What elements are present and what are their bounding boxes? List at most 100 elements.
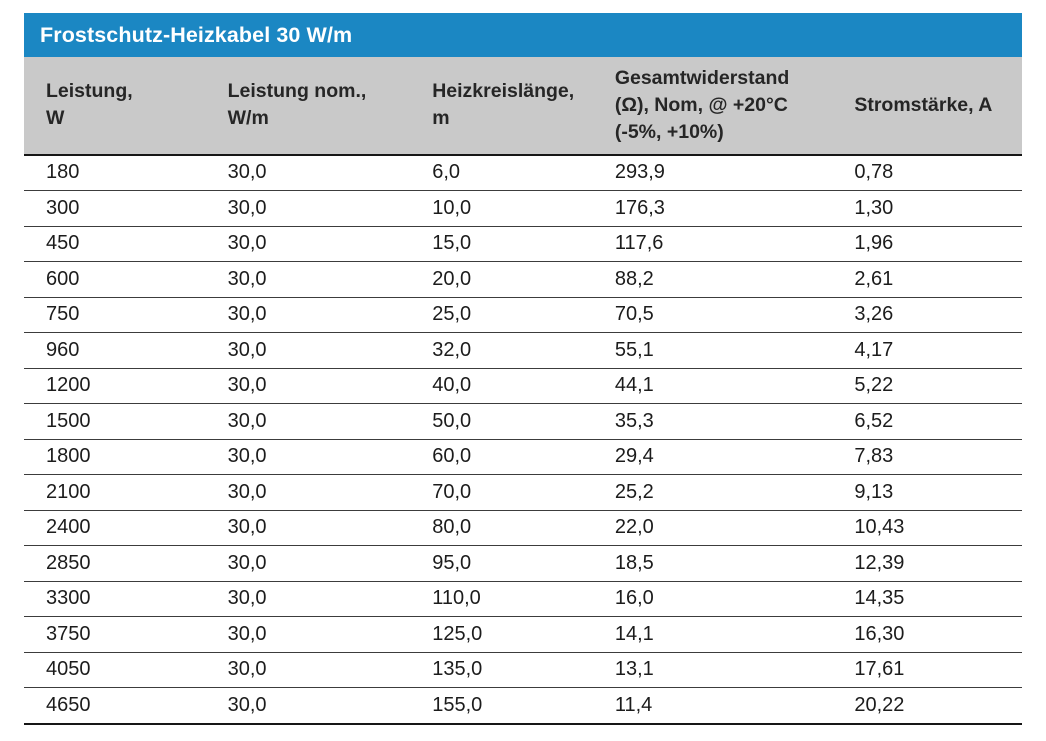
table-cell-gesamtwiderstand: 13,1 <box>592 652 833 689</box>
table-cell-heizkreislaenge: 25,0 <box>410 297 593 334</box>
table-cell-leistung: 2850 <box>24 545 206 582</box>
table-cell-leistung: 960 <box>24 332 206 369</box>
table-cell-stromstaerke: 1,96 <box>832 226 1022 263</box>
table-cell-gesamtwiderstand: 117,6 <box>592 226 833 263</box>
table-cell-stromstaerke: 5,22 <box>832 368 1022 405</box>
table-cell-leistung-nom: 30,0 <box>205 154 411 192</box>
table-cell-heizkreislaenge: 20,0 <box>410 261 593 298</box>
table-cell-heizkreislaenge: 110,0 <box>410 581 593 618</box>
table-cell-stromstaerke: 14,35 <box>832 581 1022 618</box>
table-row: 450 30,0 15,0 117,6 1,96 <box>24 226 1022 263</box>
table-cell-stromstaerke: 20,22 <box>832 687 1022 725</box>
table-cell-heizkreislaenge: 95,0 <box>410 545 593 582</box>
table-cell-leistung-nom: 30,0 <box>205 652 411 689</box>
table-cell-leistung-nom: 30,0 <box>205 545 411 582</box>
table-cell-leistung: 450 <box>24 226 206 263</box>
table-cell-leistung-nom: 30,0 <box>205 332 411 369</box>
table-cell-leistung: 750 <box>24 297 206 334</box>
table-cell-leistung: 600 <box>24 261 206 298</box>
table-cell-leistung: 1200 <box>24 368 206 405</box>
table-cell-gesamtwiderstand: 35,3 <box>592 403 833 440</box>
column-header-heizkreislaenge: Heizkreislänge, m <box>410 57 593 156</box>
table-cell-heizkreislaenge: 32,0 <box>410 332 593 369</box>
table-cell-gesamtwiderstand: 293,9 <box>592 154 833 192</box>
table-cell-leistung-nom: 30,0 <box>205 510 411 547</box>
table-cell-stromstaerke: 7,83 <box>832 439 1022 476</box>
table-row: 3300 30,0 110,0 16,0 14,35 <box>24 581 1022 618</box>
table-cell-gesamtwiderstand: 14,1 <box>592 616 833 653</box>
table-cell-gesamtwiderstand: 25,2 <box>592 474 833 511</box>
table-cell-leistung: 1800 <box>24 439 206 476</box>
table-cell-leistung-nom: 30,0 <box>205 226 411 263</box>
table-cell-leistung-nom: 30,0 <box>205 439 411 476</box>
table-cell-leistung: 3750 <box>24 616 206 653</box>
table-cell-stromstaerke: 9,13 <box>832 474 1022 511</box>
table-row: 1200 30,0 40,0 44,1 5,22 <box>24 368 1022 405</box>
table-cell-gesamtwiderstand: 55,1 <box>592 332 833 369</box>
table-cell-leistung: 180 <box>24 154 206 192</box>
table-cell-leistung-nom: 30,0 <box>205 297 411 334</box>
table-cell-leistung: 3300 <box>24 581 206 618</box>
table-cell-leistung-nom: 30,0 <box>205 190 411 227</box>
table-cell-heizkreislaenge: 70,0 <box>410 474 593 511</box>
table-cell-gesamtwiderstand: 11,4 <box>592 687 833 725</box>
table-cell-leistung-nom: 30,0 <box>205 581 411 618</box>
table-cell-heizkreislaenge: 50,0 <box>410 403 593 440</box>
table-cell-stromstaerke: 16,30 <box>832 616 1022 653</box>
table-cell-heizkreislaenge: 40,0 <box>410 368 593 405</box>
table-title-bar: Frostschutz-Heizkabel 30 W/m <box>24 13 1022 57</box>
table-row: 750 30,0 25,0 70,5 3,26 <box>24 297 1022 334</box>
table-cell-heizkreislaenge: 6,0 <box>410 154 593 192</box>
table-title: Frostschutz-Heizkabel 30 W/m <box>40 22 353 47</box>
table-cell-stromstaerke: 12,39 <box>832 545 1022 582</box>
table-header-row: Leistung, W Leistung nom., W/m Heizkreislä… <box>24 57 1022 156</box>
table-cell-leistung-nom: 30,0 <box>205 368 411 405</box>
table-cell-heizkreislaenge: 135,0 <box>410 652 593 689</box>
table-cell-heizkreislaenge: 155,0 <box>410 687 593 725</box>
table-cell-gesamtwiderstand: 22,0 <box>592 510 833 547</box>
table-cell-heizkreislaenge: 15,0 <box>410 226 593 263</box>
spec-table: Leistung, W Leistung nom., W/m Heizkreislä… <box>24 57 1022 725</box>
table-row: 4050 30,0 135,0 13,1 17,61 <box>24 652 1022 689</box>
table-row: 180 30,0 6,0 293,9 0,78 <box>24 154 1022 192</box>
table-cell-leistung: 4650 <box>24 687 206 725</box>
table-row: 4650 30,0 155,0 11,4 20,22 <box>24 687 1022 725</box>
heating-cable-spec-table: Frostschutz-Heizkabel 30 W/m Leistung, W… <box>24 13 1022 725</box>
table-cell-stromstaerke: 3,26 <box>832 297 1022 334</box>
table-row: 2850 30,0 95,0 18,5 12,39 <box>24 545 1022 582</box>
table-cell-gesamtwiderstand: 16,0 <box>592 581 833 618</box>
table-row: 2100 30,0 70,0 25,2 9,13 <box>24 474 1022 511</box>
table-cell-stromstaerke: 1,30 <box>832 190 1022 227</box>
table-cell-gesamtwiderstand: 18,5 <box>592 545 833 582</box>
table-cell-stromstaerke: 0,78 <box>832 154 1022 192</box>
table-cell-heizkreislaenge: 10,0 <box>410 190 593 227</box>
table-cell-leistung: 4050 <box>24 652 206 689</box>
table-cell-heizkreislaenge: 80,0 <box>410 510 593 547</box>
table-cell-gesamtwiderstand: 70,5 <box>592 297 833 334</box>
table-cell-leistung-nom: 30,0 <box>205 474 411 511</box>
table-cell-stromstaerke: 6,52 <box>832 403 1022 440</box>
column-header-stromstaerke: Stromstärke, A <box>832 57 1022 156</box>
table-row: 3750 30,0 125,0 14,1 16,30 <box>24 616 1022 653</box>
table-row: 2400 30,0 80,0 22,0 10,43 <box>24 510 1022 547</box>
column-header-gesamtwiderstand: Gesamtwiderstand (Ω), Nom, @ +20°C (-5%,… <box>592 57 833 156</box>
table-cell-stromstaerke: 10,43 <box>832 510 1022 547</box>
table-cell-heizkreislaenge: 60,0 <box>410 439 593 476</box>
table-row: 300 30,0 10,0 176,3 1,30 <box>24 190 1022 227</box>
column-header-leistung-nom: Leistung nom., W/m <box>205 57 411 156</box>
table-cell-gesamtwiderstand: 44,1 <box>592 368 833 405</box>
table-cell-leistung-nom: 30,0 <box>205 616 411 653</box>
table-cell-leistung-nom: 30,0 <box>205 687 411 725</box>
table-cell-leistung-nom: 30,0 <box>205 403 411 440</box>
table-cell-leistung: 300 <box>24 190 206 227</box>
table-cell-gesamtwiderstand: 88,2 <box>592 261 833 298</box>
table-cell-leistung-nom: 30,0 <box>205 261 411 298</box>
table-cell-stromstaerke: 4,17 <box>832 332 1022 369</box>
table-cell-leistung: 2100 <box>24 474 206 511</box>
table-cell-stromstaerke: 2,61 <box>832 261 1022 298</box>
table-cell-leistung: 2400 <box>24 510 206 547</box>
column-header-leistung: Leistung, W <box>24 57 206 156</box>
table-cell-gesamtwiderstand: 29,4 <box>592 439 833 476</box>
table-row: 600 30,0 20,0 88,2 2,61 <box>24 261 1022 298</box>
